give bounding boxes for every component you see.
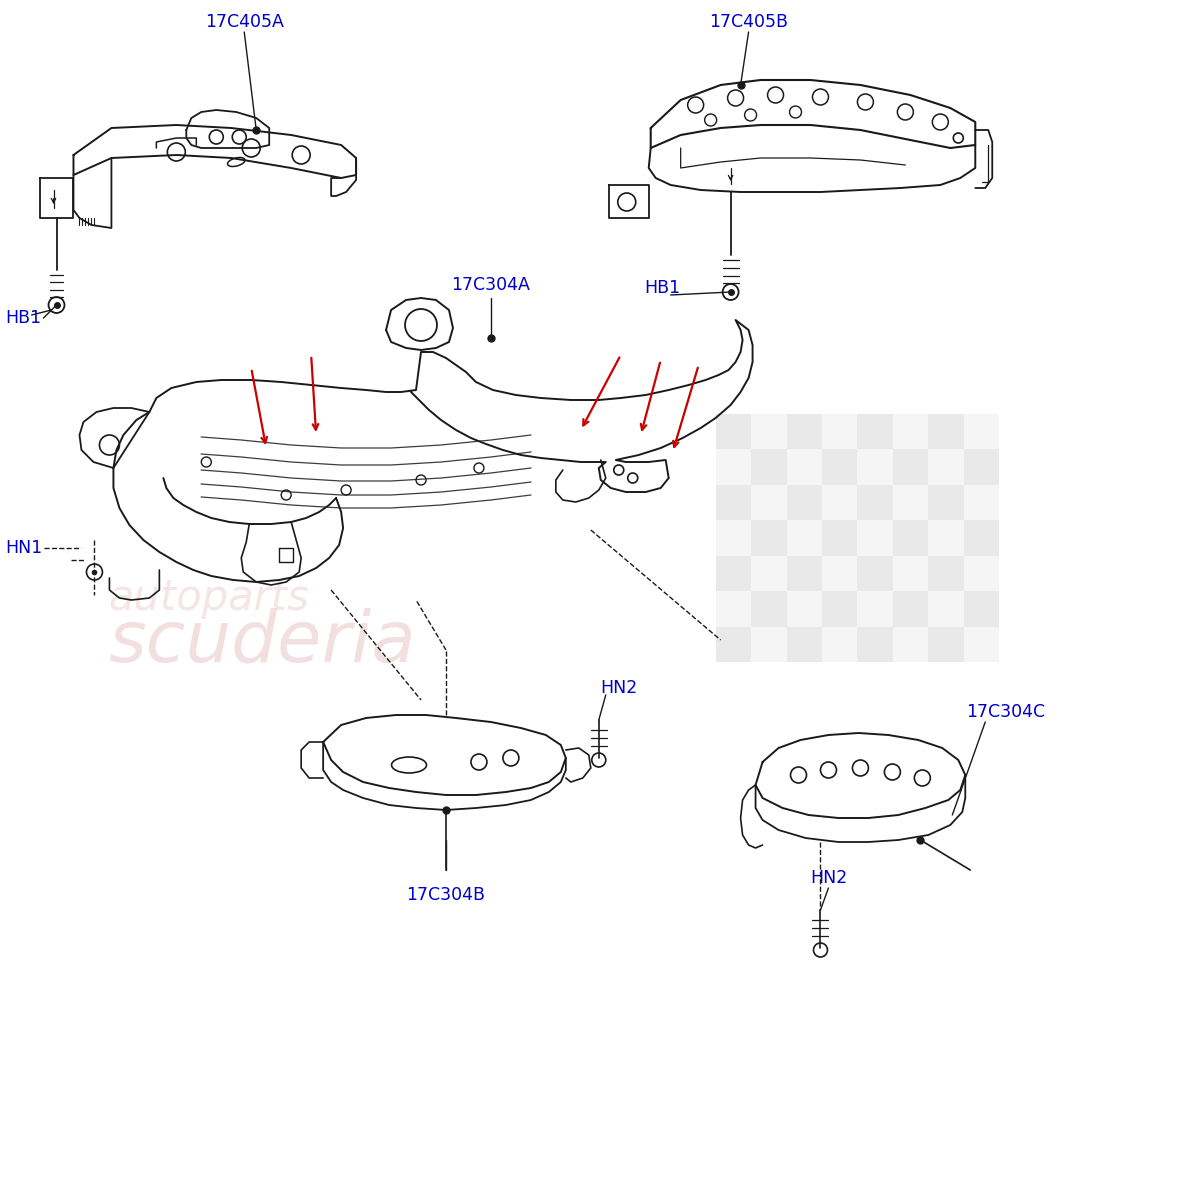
Bar <box>892 626 928 662</box>
Bar <box>963 450 999 485</box>
Bar <box>892 450 928 485</box>
Text: HN1: HN1 <box>5 539 43 557</box>
Bar <box>751 626 786 662</box>
Bar <box>821 414 857 450</box>
Bar <box>928 556 963 592</box>
Bar <box>928 414 963 450</box>
Bar <box>786 592 821 626</box>
Bar <box>928 592 963 626</box>
Bar <box>857 592 892 626</box>
Bar <box>716 626 751 662</box>
Bar <box>857 414 892 450</box>
Bar <box>963 521 999 556</box>
Bar <box>821 450 857 485</box>
Bar <box>751 414 786 450</box>
Bar <box>821 485 857 521</box>
Bar <box>892 521 928 556</box>
Bar <box>928 485 963 521</box>
Bar <box>716 450 751 485</box>
Bar <box>786 521 821 556</box>
Bar <box>751 556 786 592</box>
Bar <box>963 485 999 521</box>
Bar <box>857 485 892 521</box>
Text: 17C405A: 17C405A <box>204 13 284 31</box>
Bar <box>857 521 892 556</box>
Text: HN2: HN2 <box>600 679 637 697</box>
Bar <box>716 414 751 450</box>
Text: HB1: HB1 <box>644 278 681 296</box>
Text: HN2: HN2 <box>810 869 847 887</box>
Bar <box>892 556 928 592</box>
Bar <box>751 485 786 521</box>
Bar <box>751 521 786 556</box>
Bar <box>857 626 892 662</box>
Text: autoparts: autoparts <box>108 577 309 619</box>
Bar <box>716 485 751 521</box>
Bar <box>821 592 857 626</box>
Bar <box>821 556 857 592</box>
Bar <box>786 450 821 485</box>
Bar <box>786 414 821 450</box>
Text: 17C304B: 17C304B <box>407 886 486 904</box>
Bar <box>857 450 892 485</box>
Bar <box>963 414 999 450</box>
Text: HB1: HB1 <box>6 308 41 326</box>
Bar <box>751 592 786 626</box>
Text: scuderia: scuderia <box>108 607 415 677</box>
Bar <box>892 592 928 626</box>
Bar <box>928 521 963 556</box>
Bar <box>892 485 928 521</box>
Bar <box>786 556 821 592</box>
Bar <box>963 592 999 626</box>
Text: 17C304C: 17C304C <box>966 703 1045 721</box>
Bar <box>716 592 751 626</box>
Bar <box>786 485 821 521</box>
Bar <box>786 626 821 662</box>
Bar <box>821 521 857 556</box>
Bar <box>716 521 751 556</box>
Bar <box>716 556 751 592</box>
Text: 17C405B: 17C405B <box>709 13 788 31</box>
Bar <box>857 556 892 592</box>
Bar <box>821 626 857 662</box>
Bar <box>963 556 999 592</box>
Bar <box>928 450 963 485</box>
Bar <box>751 450 786 485</box>
Bar <box>892 414 928 450</box>
Text: 17C304A: 17C304A <box>452 276 531 294</box>
Bar <box>963 626 999 662</box>
Bar <box>928 626 963 662</box>
